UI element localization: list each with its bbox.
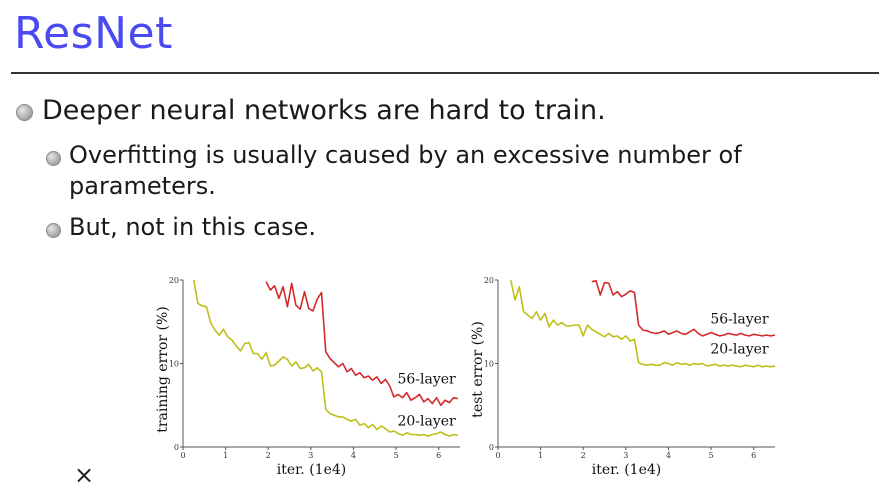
x-tick-label: 2	[581, 451, 586, 460]
x-tick-label: 4	[351, 451, 356, 460]
training-error-chart: 0 1 2 3 4 5 6 0 10 20 iter. (1e4) training error (%…	[155, 276, 460, 478]
bullet-icon	[16, 104, 33, 121]
x-tick-label: 2	[266, 451, 271, 460]
title-divider	[11, 72, 879, 74]
y-axis-label: training error (%)	[155, 306, 171, 433]
x-tick-label: 1	[538, 451, 543, 460]
series-line-20-layer	[510, 279, 776, 368]
series-label: 20-layer	[710, 341, 769, 357]
series-label: 56-layer	[710, 311, 769, 327]
x-tick-label: 6	[436, 451, 441, 460]
x-tick-label: 0	[180, 451, 185, 460]
bullet-text: Overfitting is usually caused by an exce…	[69, 141, 742, 200]
x-tick-label: 5	[709, 451, 714, 460]
x-tick-label: 5	[394, 451, 399, 460]
y-tick-label: 10	[169, 360, 179, 369]
series-line-56-layer	[591, 280, 776, 337]
series-label: 20-layer	[397, 413, 456, 429]
series-label: 56-layer	[397, 372, 456, 388]
close-icon[interactable]: ×	[74, 461, 95, 489]
x-tick-label: 3	[308, 451, 313, 460]
bullet-icon	[46, 223, 61, 238]
series-line-56-layer	[265, 281, 459, 407]
x-tick-label: 4	[666, 451, 671, 460]
x-axis-label: iter. (1e4)	[592, 462, 661, 478]
y-tick-label: 0	[174, 443, 179, 452]
sub-bullet-item: Overfitting is usually caused by an exce…	[46, 140, 826, 202]
y-tick-label: 0	[489, 443, 494, 452]
y-tick-label: 20	[484, 276, 494, 285]
x-tick-label: 0	[495, 451, 500, 460]
x-tick-label: 3	[623, 451, 628, 460]
y-axis-label: test error (%)	[470, 321, 486, 418]
y-tick-label: 20	[169, 276, 179, 285]
sub-bullet-item: But, not in this case.	[46, 212, 316, 243]
x-tick-label: 6	[751, 451, 756, 460]
bullet-text: But, not in this case.	[69, 213, 317, 241]
x-axis-label: iter. (1e4)	[277, 462, 346, 478]
x-tick-label: 1	[223, 451, 228, 460]
slide-title: ResNet	[14, 8, 173, 59]
test-error-chart: 0 1 2 3 4 5 6 0 10 20 iter. (1e4) test error (%) 56-…	[470, 276, 776, 478]
bullet-text: Deeper neural networks are hard to train…	[42, 95, 606, 126]
bullet-icon	[46, 151, 61, 166]
bullet-item: Deeper neural networks are hard to train…	[16, 94, 606, 128]
y-tick-label: 10	[484, 360, 494, 369]
series-line-20-layer	[192, 279, 459, 437]
